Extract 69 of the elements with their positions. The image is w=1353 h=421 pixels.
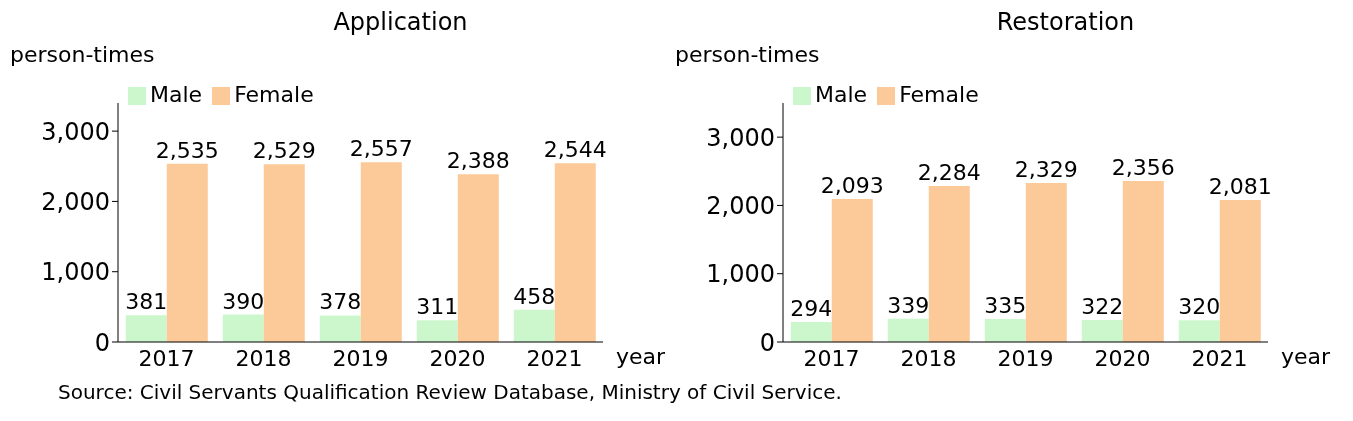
data-label: 335 <box>984 293 1027 319</box>
data-label: 2,529 <box>252 138 316 164</box>
legend-label: Female <box>234 82 314 107</box>
data-label: 2,356 <box>1111 155 1175 181</box>
data-label: 339 <box>887 292 930 318</box>
y-tick-label: 3,000 <box>706 123 775 152</box>
y-tick-label: 2,000 <box>41 187 110 216</box>
y-tick-label: 0 <box>759 328 775 357</box>
data-label: 311 <box>416 294 459 320</box>
data-label: 2,329 <box>1014 156 1078 182</box>
data-label: 320 <box>1178 294 1221 320</box>
bar <box>166 163 208 342</box>
x-axis-title: year <box>616 344 666 369</box>
data-label: 2,544 <box>543 137 607 163</box>
y-tick-label: 3,000 <box>41 117 110 146</box>
bar <box>984 319 1026 342</box>
bar <box>513 309 555 342</box>
data-label: 2,093 <box>820 173 884 199</box>
bar <box>1081 320 1123 342</box>
data-label: 2,081 <box>1208 173 1272 199</box>
data-label: 378 <box>319 289 362 315</box>
source-note: Source: Civil Servants Qualification Review Database, Ministry of Civil Service. <box>57 380 843 404</box>
data-label: 2,557 <box>349 136 413 162</box>
bar <box>263 164 305 342</box>
x-tick-label: 2020 <box>1094 345 1151 371</box>
data-label: 381 <box>125 289 168 315</box>
data-label: 2,284 <box>917 160 981 186</box>
y-tick-label: 1,000 <box>706 260 775 289</box>
bar <box>125 315 167 342</box>
bar <box>790 321 832 342</box>
bar <box>222 314 264 342</box>
x-tick-label: 2021 <box>526 345 583 371</box>
x-tick-label: 2019 <box>997 345 1054 371</box>
x-tick-label: 2018 <box>900 345 957 371</box>
x-tick-label: 2017 <box>803 345 860 371</box>
y-axis-title: person-times <box>675 42 820 67</box>
bar <box>554 163 596 342</box>
x-tick-label: 2020 <box>429 345 486 371</box>
legend-label: Female <box>899 82 979 107</box>
data-label: 2,535 <box>155 137 219 163</box>
x-tick-label: 2019 <box>332 345 389 371</box>
bar <box>831 199 873 342</box>
x-axis-title: year <box>1281 344 1331 369</box>
bar <box>1122 181 1164 342</box>
bar <box>319 315 361 342</box>
bar <box>1219 199 1261 342</box>
y-tick-label: 0 <box>94 328 110 357</box>
chart-title: Application <box>332 8 469 38</box>
bar <box>416 320 458 342</box>
y-tick-label: 2,000 <box>706 191 775 220</box>
x-tick-label: 2018 <box>235 345 292 371</box>
data-label: 390 <box>222 288 265 314</box>
legend-label: Male <box>150 82 203 107</box>
y-axis-title: person-times <box>10 42 155 67</box>
data-label: 322 <box>1081 294 1124 320</box>
bar <box>1025 182 1067 342</box>
bar <box>887 318 929 342</box>
chart-title: Restoration <box>995 8 1136 38</box>
bar <box>1178 320 1220 342</box>
bar <box>360 162 402 342</box>
x-tick-label: 2021 <box>1191 345 1248 371</box>
data-label: 294 <box>790 295 833 321</box>
data-label: 458 <box>513 283 556 309</box>
bar <box>928 186 970 342</box>
bar <box>457 174 499 342</box>
legend-label: Male <box>815 82 868 107</box>
x-tick-label: 2017 <box>138 345 195 371</box>
data-label: 2,388 <box>446 148 510 174</box>
y-tick-label: 1,000 <box>41 258 110 287</box>
